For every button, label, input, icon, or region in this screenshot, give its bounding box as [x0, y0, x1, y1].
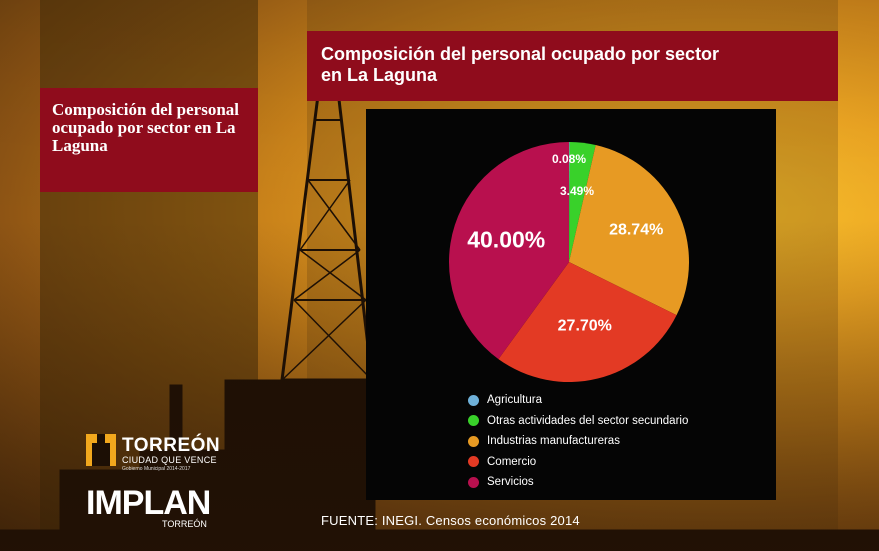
- pie-slice-servicios: [448, 142, 569, 360]
- torreon-logo-subtitle: CIUDAD QUE VENCE: [122, 455, 217, 465]
- legend-item-industrias: Industrias manufactureras: [468, 431, 688, 452]
- chart-title-banner: [307, 31, 838, 101]
- legend-label-agricultura: Agricultura: [487, 394, 542, 407]
- legend-swatch-industrias: [468, 435, 479, 447]
- left-title: Composición del personal ocupado por sec…: [52, 100, 240, 155]
- left-title-banner: [40, 88, 258, 192]
- legend-swatch-servicios: [468, 476, 479, 488]
- torreon-logo-fineprint: Gobierno Municipal 2014-2017: [122, 466, 191, 472]
- implan-logo-title: IMPLAN: [86, 484, 211, 522]
- pie-slice-otras-actividades: [569, 142, 596, 262]
- pie-label-industrias: 28.74%: [609, 221, 663, 238]
- pie-label-agricultura: 0.08%: [552, 152, 586, 166]
- pie-slice-comercio: [498, 262, 677, 382]
- pie-slice-agricultura: [569, 142, 570, 262]
- pie-label-otras-actividades: 3.49%: [560, 184, 594, 198]
- torreon-logo-icon: [86, 434, 116, 466]
- legend-swatch-otras-actividades: [468, 415, 479, 427]
- pie-label-comercio: 27.70%: [558, 317, 612, 334]
- pie-label-servicios: 40.00%: [467, 227, 545, 253]
- pie-chart: 0.08% 3.49% 28.74% 27.70% 40.00%: [448, 142, 689, 382]
- source-note: FUENTE: INEGI. Censos económicos 2014: [321, 513, 580, 528]
- implan-logo-subtitle: TORREÓN: [162, 519, 207, 529]
- legend-label-comercio: Comercio: [487, 455, 537, 468]
- legend-item-comercio: Comercio: [468, 452, 688, 473]
- chart-title: Composición del personal ocupado por sec…: [321, 44, 720, 85]
- legend-item-agricultura: Agricultura: [468, 390, 688, 411]
- legend-label-otras-actividades: Otras actividades del sector secundario: [487, 414, 689, 427]
- torreon-logo-title: TORREÓN: [122, 435, 221, 456]
- legend-swatch-agricultura: [468, 394, 479, 406]
- chart-legend: Agricultura Otras actividades del sector …: [468, 390, 688, 493]
- legend-item-servicios: Servicios: [468, 472, 688, 493]
- legend-swatch-comercio: [468, 456, 479, 468]
- legend-label-industrias: Industrias manufactureras: [487, 435, 620, 448]
- pie-slice-industrias: [569, 145, 689, 316]
- legend-item-otras-actividades: Otras actividades del sector secundario: [468, 411, 688, 432]
- legend-label-servicios: Servicios: [487, 476, 534, 489]
